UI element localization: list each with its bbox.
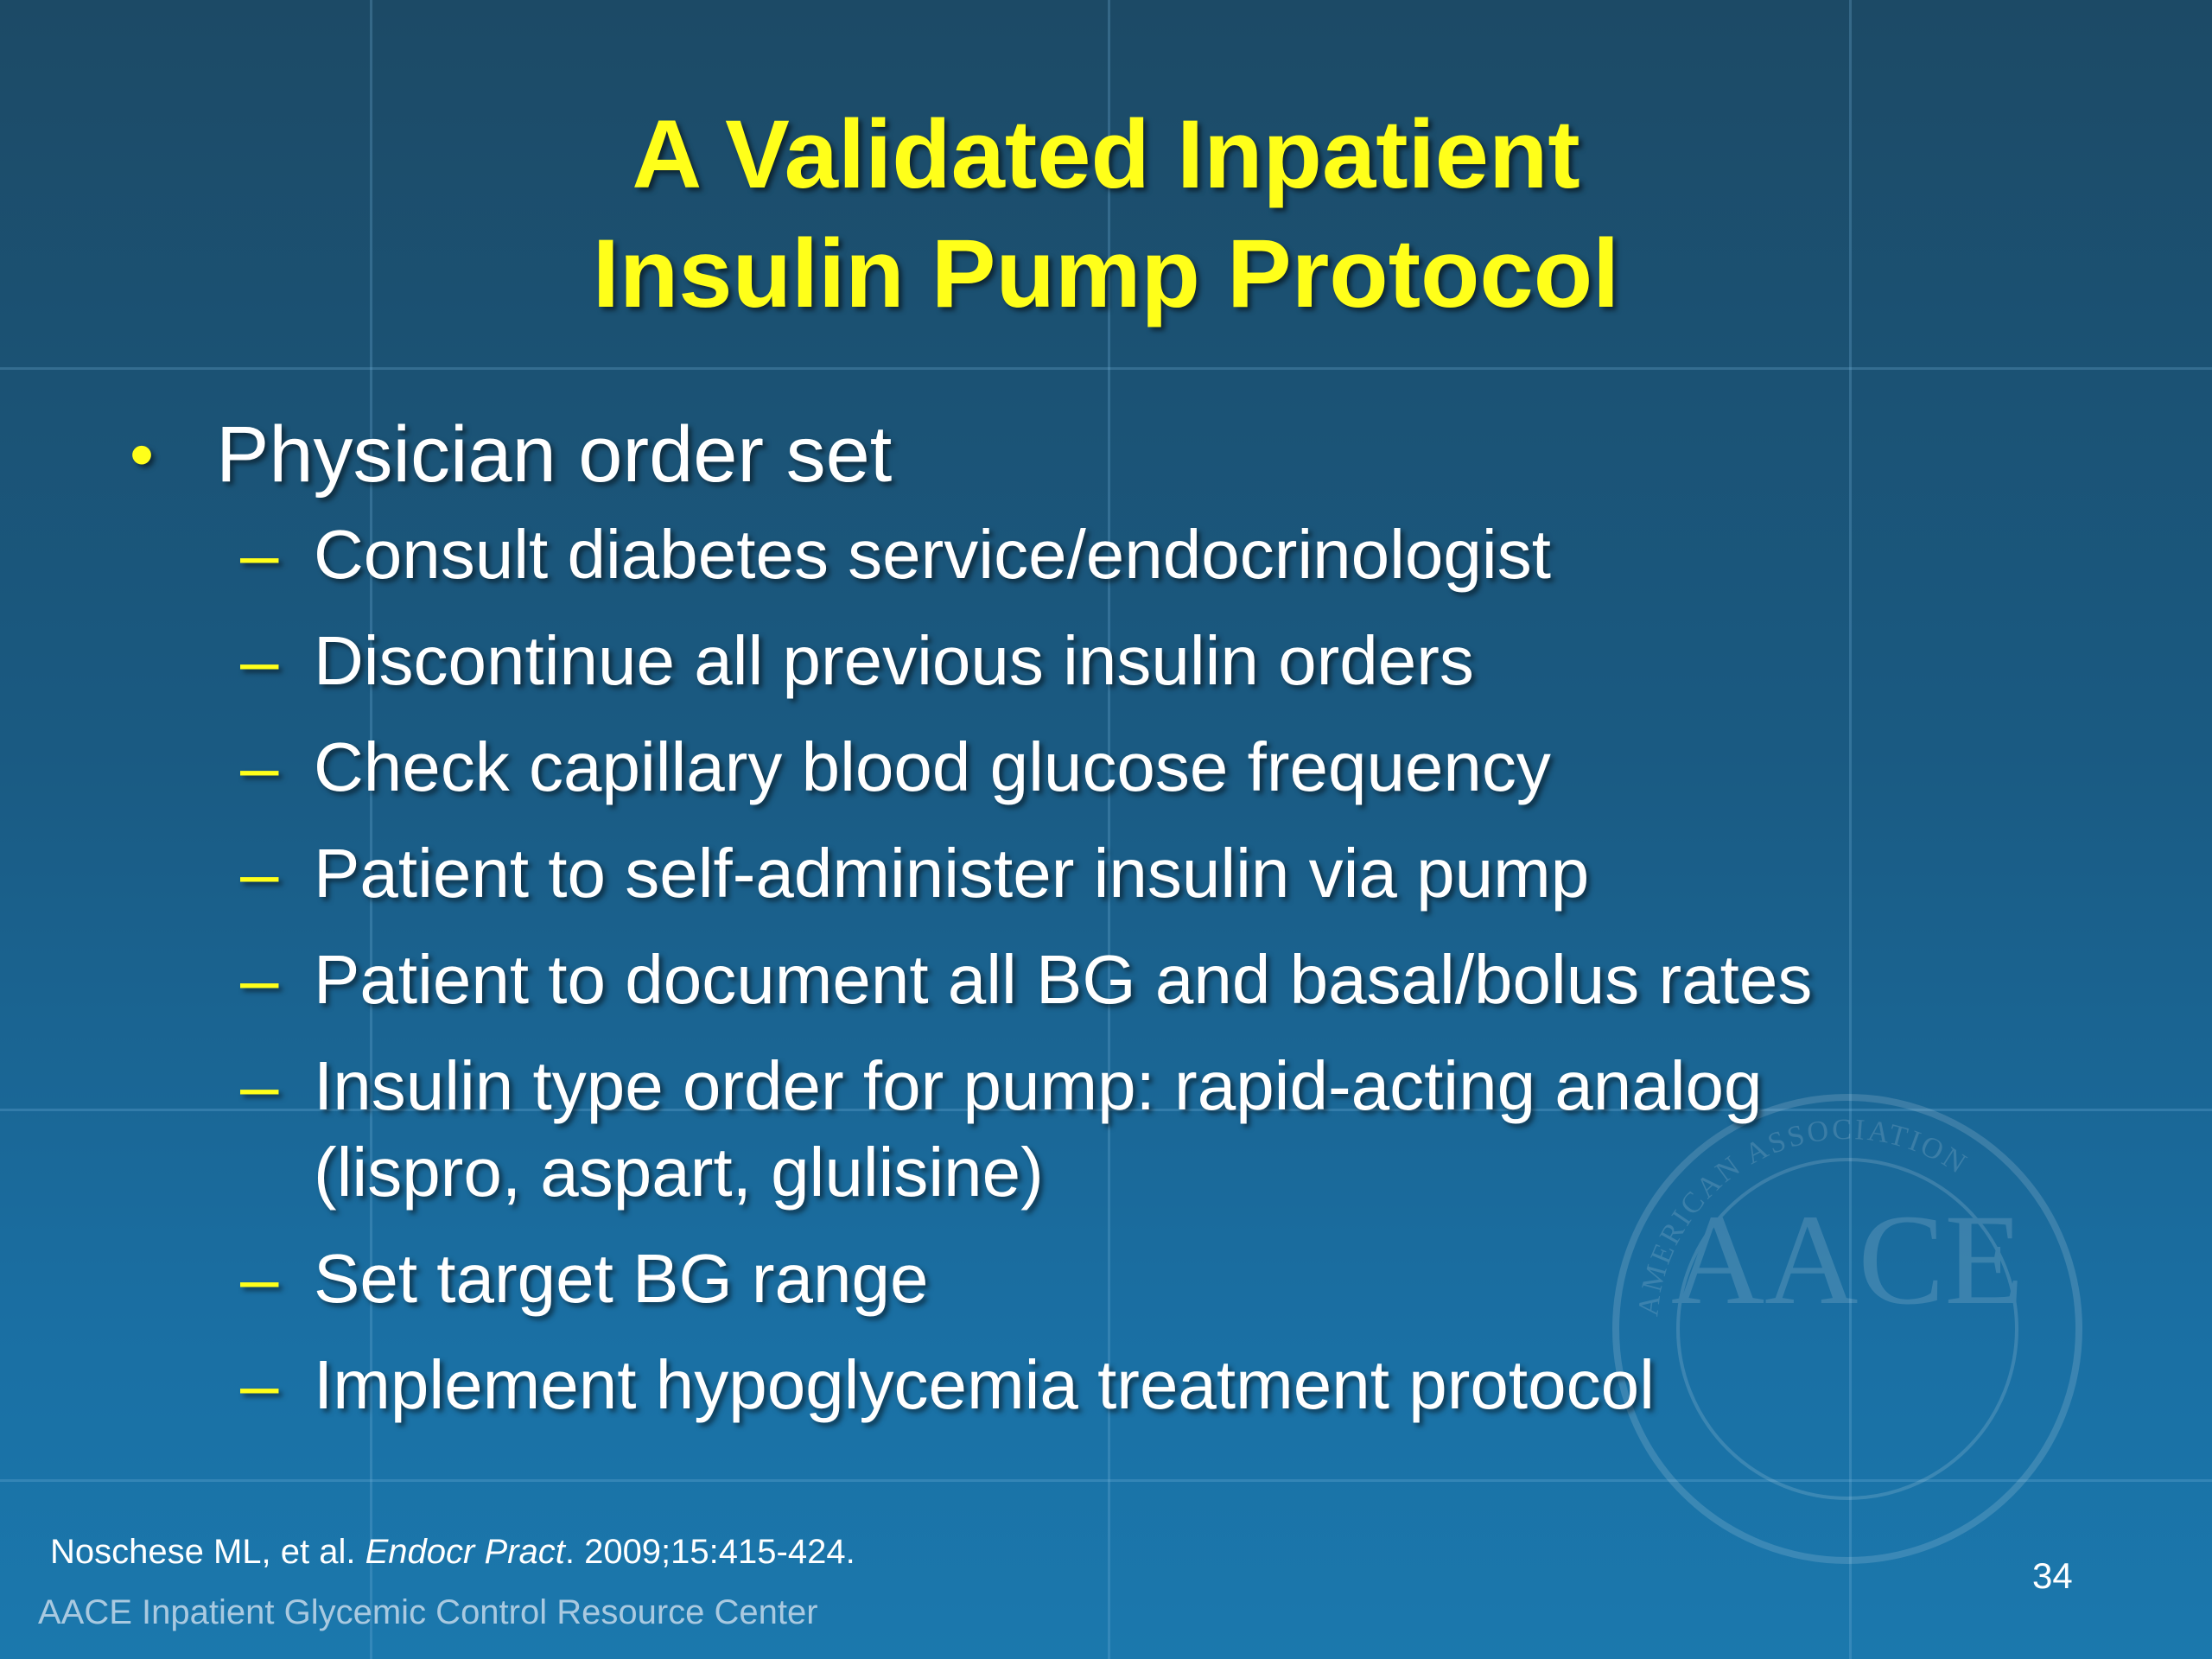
background-grid-line	[0, 1109, 2212, 1111]
sub-bullet-text: Implement hypoglycemia treatment protoco…	[314, 1346, 1655, 1423]
seal-monogram: AACE	[1671, 1188, 2024, 1332]
sub-bullet-text: Insulin type order for pump: rapid-actin…	[314, 1047, 1763, 1124]
background-grid-line	[370, 0, 372, 1659]
background-grid-line	[1108, 0, 1110, 1659]
dash-marker: –	[240, 835, 279, 912]
sub-bullet-item: – Set target BG range	[240, 1236, 2117, 1322]
dash-marker: –	[240, 941, 279, 1018]
citation-details: . 2009;15:415-424.	[564, 1533, 855, 1571]
dash-marker: –	[240, 1346, 279, 1423]
dash-marker: –	[240, 516, 279, 593]
sub-bullet-text: Set target BG range	[314, 1240, 929, 1317]
dash-marker: –	[240, 1047, 279, 1124]
slide-title-line-2: Insulin Pump Protocol	[592, 219, 1620, 327]
sub-bullet-text: Check capillary blood glucose frequency	[314, 728, 1551, 805]
dash-marker: –	[240, 1240, 279, 1317]
sub-bullet-text: Consult diabetes service/endocrinologist	[314, 516, 1551, 593]
sub-bullet-item: – Patient to self-administer insulin via…	[240, 830, 2117, 917]
bullet-item: • Physician order set	[130, 399, 2117, 510]
background-grid-line	[1849, 0, 1852, 1659]
citation: Noschese ML, et al. Endocr Pract. 2009;1…	[50, 1528, 855, 1576]
background-grid-line	[0, 367, 2212, 370]
page-number: 34	[2032, 1555, 2073, 1596]
sub-bullet-text: Patient to document all BG and basal/bol…	[314, 941, 1813, 1018]
citation-journal: Endocr Pract	[365, 1533, 565, 1571]
slide-title: A Validated Inpatient Insulin Pump Proto…	[0, 95, 2212, 334]
sub-bullet-item: – Patient to document all BG and basal/b…	[240, 937, 2117, 1023]
sub-bullet-text-continuation: (lispro, aspart, glulisine)	[314, 1134, 1044, 1211]
sub-bullet-item: – Check capillary blood glucose frequenc…	[240, 724, 2117, 810]
slide-title-line-1: A Validated Inpatient	[632, 100, 1580, 208]
citation-authors: Noschese ML, et al.	[50, 1533, 356, 1571]
slide-body: • Physician order set – Consult diabetes…	[130, 399, 2117, 1448]
footer-text: AACE Inpatient Glycemic Control Resource…	[38, 1593, 818, 1631]
sub-bullet-text: Patient to self-administer insulin via p…	[314, 835, 1590, 912]
bullet-marker: •	[130, 416, 155, 493]
dash-marker: –	[240, 728, 279, 805]
background-grid-line	[0, 1479, 2212, 1482]
dash-marker: –	[240, 622, 279, 699]
sub-bullet-list: – Consult diabetes service/endocrinologi…	[240, 512, 2117, 1428]
sub-bullet-text: Discontinue all previous insulin orders	[314, 622, 1474, 699]
sub-bullet-item: – Implement hypoglycemia treatment proto…	[240, 1342, 2117, 1428]
sub-bullet-item: – Insulin type order for pump: rapid-act…	[240, 1043, 2117, 1216]
bullet-text: Physician order set	[216, 410, 893, 499]
aace-seal-icon: AMERICAN ASSOCIATION AACE	[1612, 1094, 2082, 1564]
sub-bullet-item: – Discontinue all previous insulin order…	[240, 618, 2117, 704]
sub-bullet-item: – Consult diabetes service/endocrinologi…	[240, 512, 2117, 598]
